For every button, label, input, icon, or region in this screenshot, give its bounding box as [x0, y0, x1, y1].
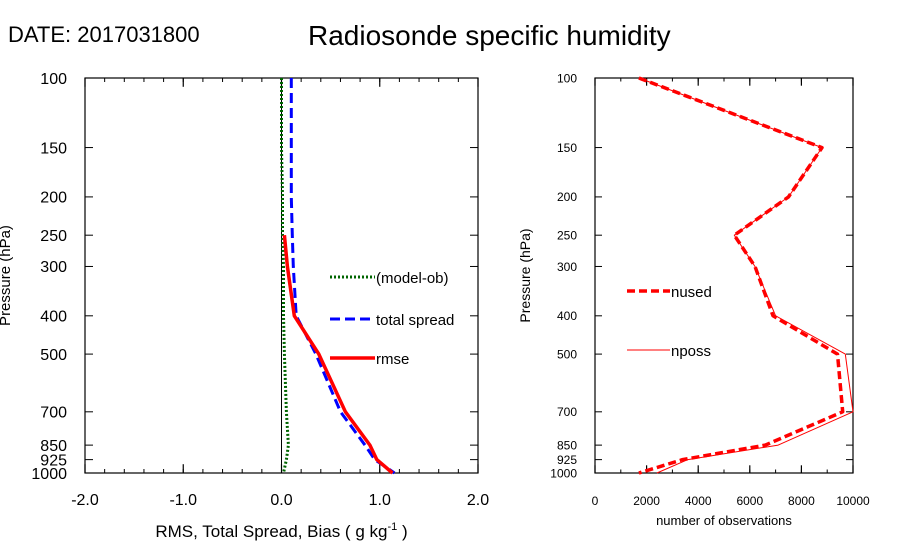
- panel2-xtick-label: 0: [592, 494, 599, 508]
- panel2-y-axis-label: Pressure (hPa): [517, 228, 533, 322]
- panel1-ytick-label: 200: [40, 190, 67, 207]
- panel2-xtick-label: 2000: [633, 494, 660, 508]
- panel2-xtick-label: 4000: [685, 494, 712, 508]
- panel1-ytick-label: 100: [40, 71, 67, 88]
- panel1-legend-label: (model-ob): [376, 270, 449, 287]
- panel2-legend-label: nused: [671, 284, 712, 301]
- panel2-ytick-label: 500: [557, 347, 577, 361]
- panel1-ytick-label: 925: [40, 452, 67, 469]
- panel1-ytick-label: 700: [40, 405, 67, 422]
- panel1-ytick-label: 150: [40, 140, 67, 157]
- panel1-legend-label: total spread: [376, 312, 454, 329]
- panel1-ytick-label: 500: [40, 347, 67, 364]
- panel2-xtick-label: 8000: [788, 494, 815, 508]
- panel1-legend-label: rmse: [376, 351, 409, 368]
- panel1-series-model-ob: [280, 78, 290, 474]
- panel2-ytick-label: 700: [557, 405, 577, 419]
- panel1-y-axis-label: Pressure (hPa): [0, 225, 14, 326]
- panel1-ytick-label: 300: [40, 259, 67, 276]
- panel2-ytick-label: 400: [557, 309, 577, 323]
- panel1-xtick-label: 1.0: [369, 492, 391, 509]
- panel2-xtick-label: 6000: [736, 494, 763, 508]
- panel2-ytick-label: 100: [557, 71, 577, 85]
- panel2-ytick-label: 150: [557, 141, 577, 155]
- panel1-x-axis-label: RMS, Total Spread, Bias ( g kg-1 ): [155, 521, 407, 541]
- panel1-ytick-label: 850: [40, 438, 67, 455]
- panel1-ytick-label: 1000: [31, 466, 67, 483]
- panel2-ytick-label: 300: [557, 260, 577, 274]
- panel1-xtick-label: -2.0: [71, 492, 99, 509]
- panel2-ytick-label: 200: [557, 190, 577, 204]
- panel2-ytick-label: 1000: [550, 466, 577, 480]
- panel2-ytick-label: 925: [557, 453, 577, 467]
- panel2-series-nposs: [638, 77, 854, 474]
- panel2-legend-label: nposs: [671, 343, 711, 360]
- panel1-series-rmse: [282, 235, 394, 475]
- chart-title: Radiosonde specific humidity: [308, 20, 671, 51]
- panel1-series-total-spread: [289, 78, 396, 475]
- date-label: DATE: 2017031800: [8, 22, 200, 47]
- panel1-xtick-label: 0.0: [270, 492, 292, 509]
- panel2-ytick-label: 250: [557, 229, 577, 243]
- panel2-xtick-label: 10000: [836, 494, 870, 508]
- panel1-ytick-label: 250: [40, 228, 67, 245]
- panel1-ytick-label: 400: [40, 309, 67, 326]
- panel2-plot-frame: [594, 77, 854, 474]
- panel1-xtick-label: -1.0: [169, 492, 197, 509]
- panel2-ytick-label: 850: [557, 438, 577, 452]
- panel2-series-nused: [638, 76, 845, 475]
- panel2-x-axis-label: number of observations: [656, 513, 792, 528]
- panel1-xtick-label: 2.0: [467, 492, 489, 509]
